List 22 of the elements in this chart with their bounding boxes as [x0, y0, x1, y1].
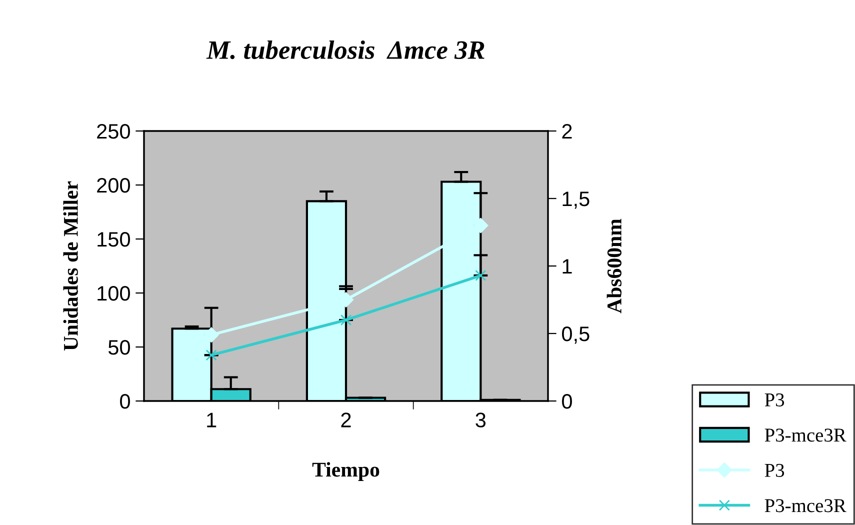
y-axis-title: Unidades de Miller: [63, 181, 78, 351]
y-tick-label: 50: [108, 340, 130, 355]
legend-label: P3: [764, 464, 784, 477]
legend-label: P3: [764, 393, 784, 406]
x-tick-label: 3: [476, 412, 486, 428]
y-tick-label: 200: [97, 178, 130, 193]
x-tick-label: 1: [207, 412, 216, 428]
y-tick-label: 0: [120, 394, 130, 409]
x-axis-title: Tiempo: [312, 462, 380, 481]
y2-axis-title: Abs600nm: [606, 218, 622, 314]
legend-label: P3-mce3R: [764, 428, 846, 442]
y2-tick-label: 1,5: [562, 192, 590, 209]
y-tick-label: 100: [98, 286, 130, 301]
y2-tick-label: 0: [562, 394, 572, 409]
chart-title: M. tuberculosis Δmce 3R: [206, 40, 484, 60]
y-tick-label: 150: [98, 232, 130, 247]
x-tick-label: 2: [341, 412, 351, 428]
legend-label: P3-mce3R: [764, 499, 846, 512]
y-tick-label: 250: [97, 124, 130, 139]
y2-tick-label: 1: [562, 259, 572, 274]
y2-tick-label: 0,5: [562, 326, 590, 344]
y2-tick-label: 2: [562, 124, 572, 139]
